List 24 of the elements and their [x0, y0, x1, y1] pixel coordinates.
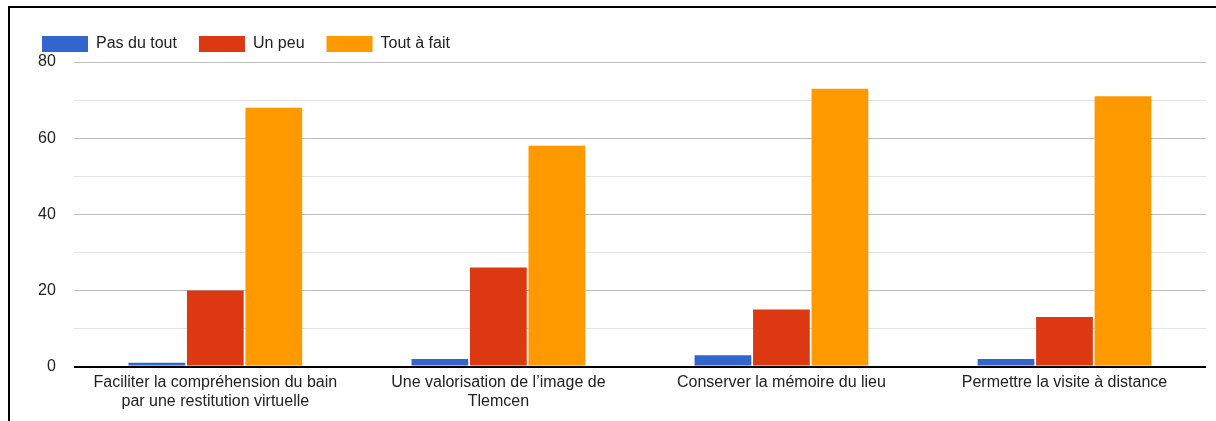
x-tick-label: Une valorisation de l’image de Tlemcen — [391, 372, 606, 409]
legend-label: Tout à fait — [380, 34, 451, 52]
bar — [1036, 317, 1093, 366]
y-tick-label: 60 — [38, 128, 56, 146]
bar — [470, 267, 527, 366]
bar — [128, 362, 186, 366]
legend-label: Pas du tout — [96, 34, 178, 52]
bar — [411, 358, 469, 366]
y-tick-label: 20 — [38, 280, 56, 298]
x-tick-label: Permettre la visite à distance — [961, 372, 1168, 390]
bar — [977, 358, 1035, 366]
bar — [245, 107, 303, 366]
bar — [811, 88, 869, 366]
bar — [753, 309, 810, 366]
legend-label: Un peu — [252, 34, 305, 52]
bar — [1094, 96, 1152, 366]
y-tick-label: 80 — [38, 52, 56, 70]
bar — [694, 355, 752, 366]
bar — [528, 145, 586, 366]
y-tick-label: 0 — [46, 357, 56, 375]
bar — [186, 290, 244, 366]
y-tick-label: 40 — [38, 204, 56, 222]
x-tick-label: Faciliter la compréhension du bain par une restitution virtuelle — [93, 372, 338, 409]
x-tick-label: Conserver la mémoire du lieu — [676, 372, 886, 390]
